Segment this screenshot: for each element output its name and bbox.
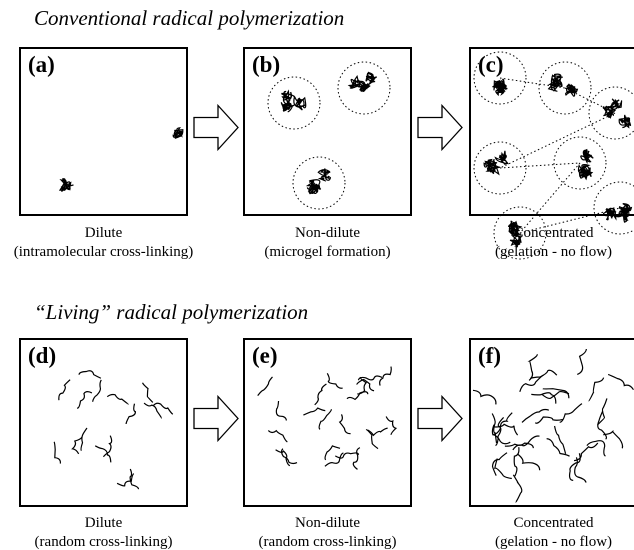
arrow [194, 106, 238, 150]
caption: (gelation - no flow) [495, 534, 612, 550]
caption: Dilute [85, 225, 123, 241]
panel-label: (a) [28, 52, 55, 77]
caption: (random cross-linking) [259, 534, 397, 550]
figure: Conventional radical polymerization (a) Di… [0, 0, 634, 550]
panel-label: (d) [28, 343, 56, 368]
section-title: Conventional radical polymerization [34, 6, 344, 30]
panel: (d) Dilute (random cross-linking) [20, 339, 187, 550]
panel: (e) Non-dilute (random cross-linking) [244, 339, 411, 550]
panel-label: (e) [252, 343, 278, 368]
caption: (gelation - no flow) [495, 244, 612, 260]
panel-label: (f) [478, 343, 501, 368]
panel: (a) Dilute (intramolecular cross-linking) [14, 48, 194, 260]
caption: Dilute [85, 515, 123, 531]
arrow [194, 397, 238, 441]
panel-label: (c) [478, 52, 504, 77]
panel: (c) Concentrated (gelation - no flow) [470, 48, 634, 260]
caption: (microgel formation) [264, 244, 390, 260]
caption: (random cross-linking) [35, 534, 173, 550]
arrow [418, 397, 462, 441]
panel: (f) Concentrated (gelation - no flow) [470, 339, 634, 550]
caption: Concentrated [514, 515, 594, 531]
section-title: “Living” radical polymerization [34, 300, 308, 324]
panel: (b) Non-dilute (microgel formation) [244, 48, 411, 260]
arrow [418, 106, 462, 150]
caption: Non-dilute [295, 225, 360, 241]
caption: Concentrated [514, 225, 594, 241]
panel-label: (b) [252, 52, 280, 77]
caption: Non-dilute [295, 515, 360, 531]
page: {"sections": [ {"title": "Conventional r… [0, 0, 634, 550]
caption: (intramolecular cross-linking) [14, 244, 194, 260]
